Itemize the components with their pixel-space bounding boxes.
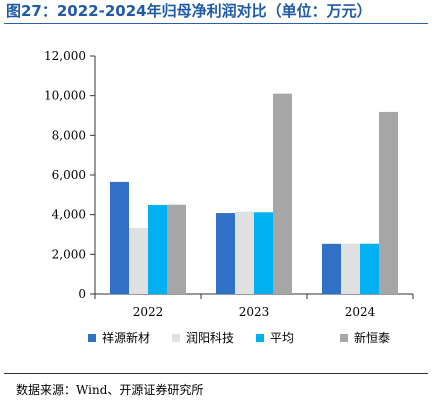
bar [235,211,254,294]
legend-swatch [340,334,348,342]
legend-label: 润阳科技 [186,331,234,345]
bar [341,243,360,294]
x-tick-label: 2022 [133,305,164,319]
bar [322,243,341,294]
bar [360,243,379,294]
legend-label: 祥源新材 [102,330,150,345]
footer-divider [4,373,428,374]
bar [254,212,273,294]
y-tick-labels: 0 2,000 4,000 6,000 8,000 10,000 12,000 [44,49,86,301]
bar [216,213,235,294]
y-tick-label: 4,000 [52,208,86,222]
chart-bars [110,93,398,295]
source-note: 数据来源：Wind、开源证券研究所 [16,383,204,397]
x-tick-label: 2023 [239,305,270,319]
bar [129,228,148,294]
y-tick-label: 8,000 [52,128,86,142]
bar [379,111,398,295]
x-tick-label: 2024 [345,305,376,319]
y-tick-label: 12,000 [44,49,86,63]
y-tick-label: 2,000 [52,247,86,261]
bar [167,204,186,294]
y-tick-label: 6,000 [52,168,86,182]
y-tick-label: 10,000 [44,89,86,103]
legend-swatch [172,334,180,342]
chart-legend: 祥源新材 润阳科技 平均 新恒泰 [88,330,390,345]
legend-label: 新恒泰 [354,330,390,345]
figure-title: 图27：2022-2024年归母净利润对比（单位：万元） [6,2,372,20]
bar [273,93,292,294]
legend-swatch [88,334,96,342]
y-tick-label: 0 [78,287,86,301]
bar [110,181,129,294]
bar [148,204,167,294]
legend-label: 平均 [270,331,294,345]
x-tick-labels: 2022 2023 2024 [133,305,376,319]
title-divider [4,23,428,24]
bar-chart: 2022 2023 2024 0 2,000 4,000 6,000 8,000 10,000… [44,49,414,345]
legend-swatch [256,334,264,342]
